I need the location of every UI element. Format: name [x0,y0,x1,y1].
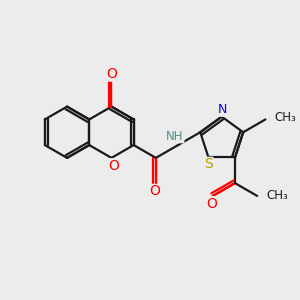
Text: CH₃: CH₃ [266,189,288,203]
Text: O: O [106,67,117,81]
Text: N: N [218,103,227,116]
Text: S: S [204,158,213,171]
Text: CH₃: CH₃ [274,111,296,124]
Text: NH: NH [167,130,184,143]
Text: O: O [206,197,217,211]
Text: O: O [108,159,119,173]
Text: O: O [149,184,160,198]
